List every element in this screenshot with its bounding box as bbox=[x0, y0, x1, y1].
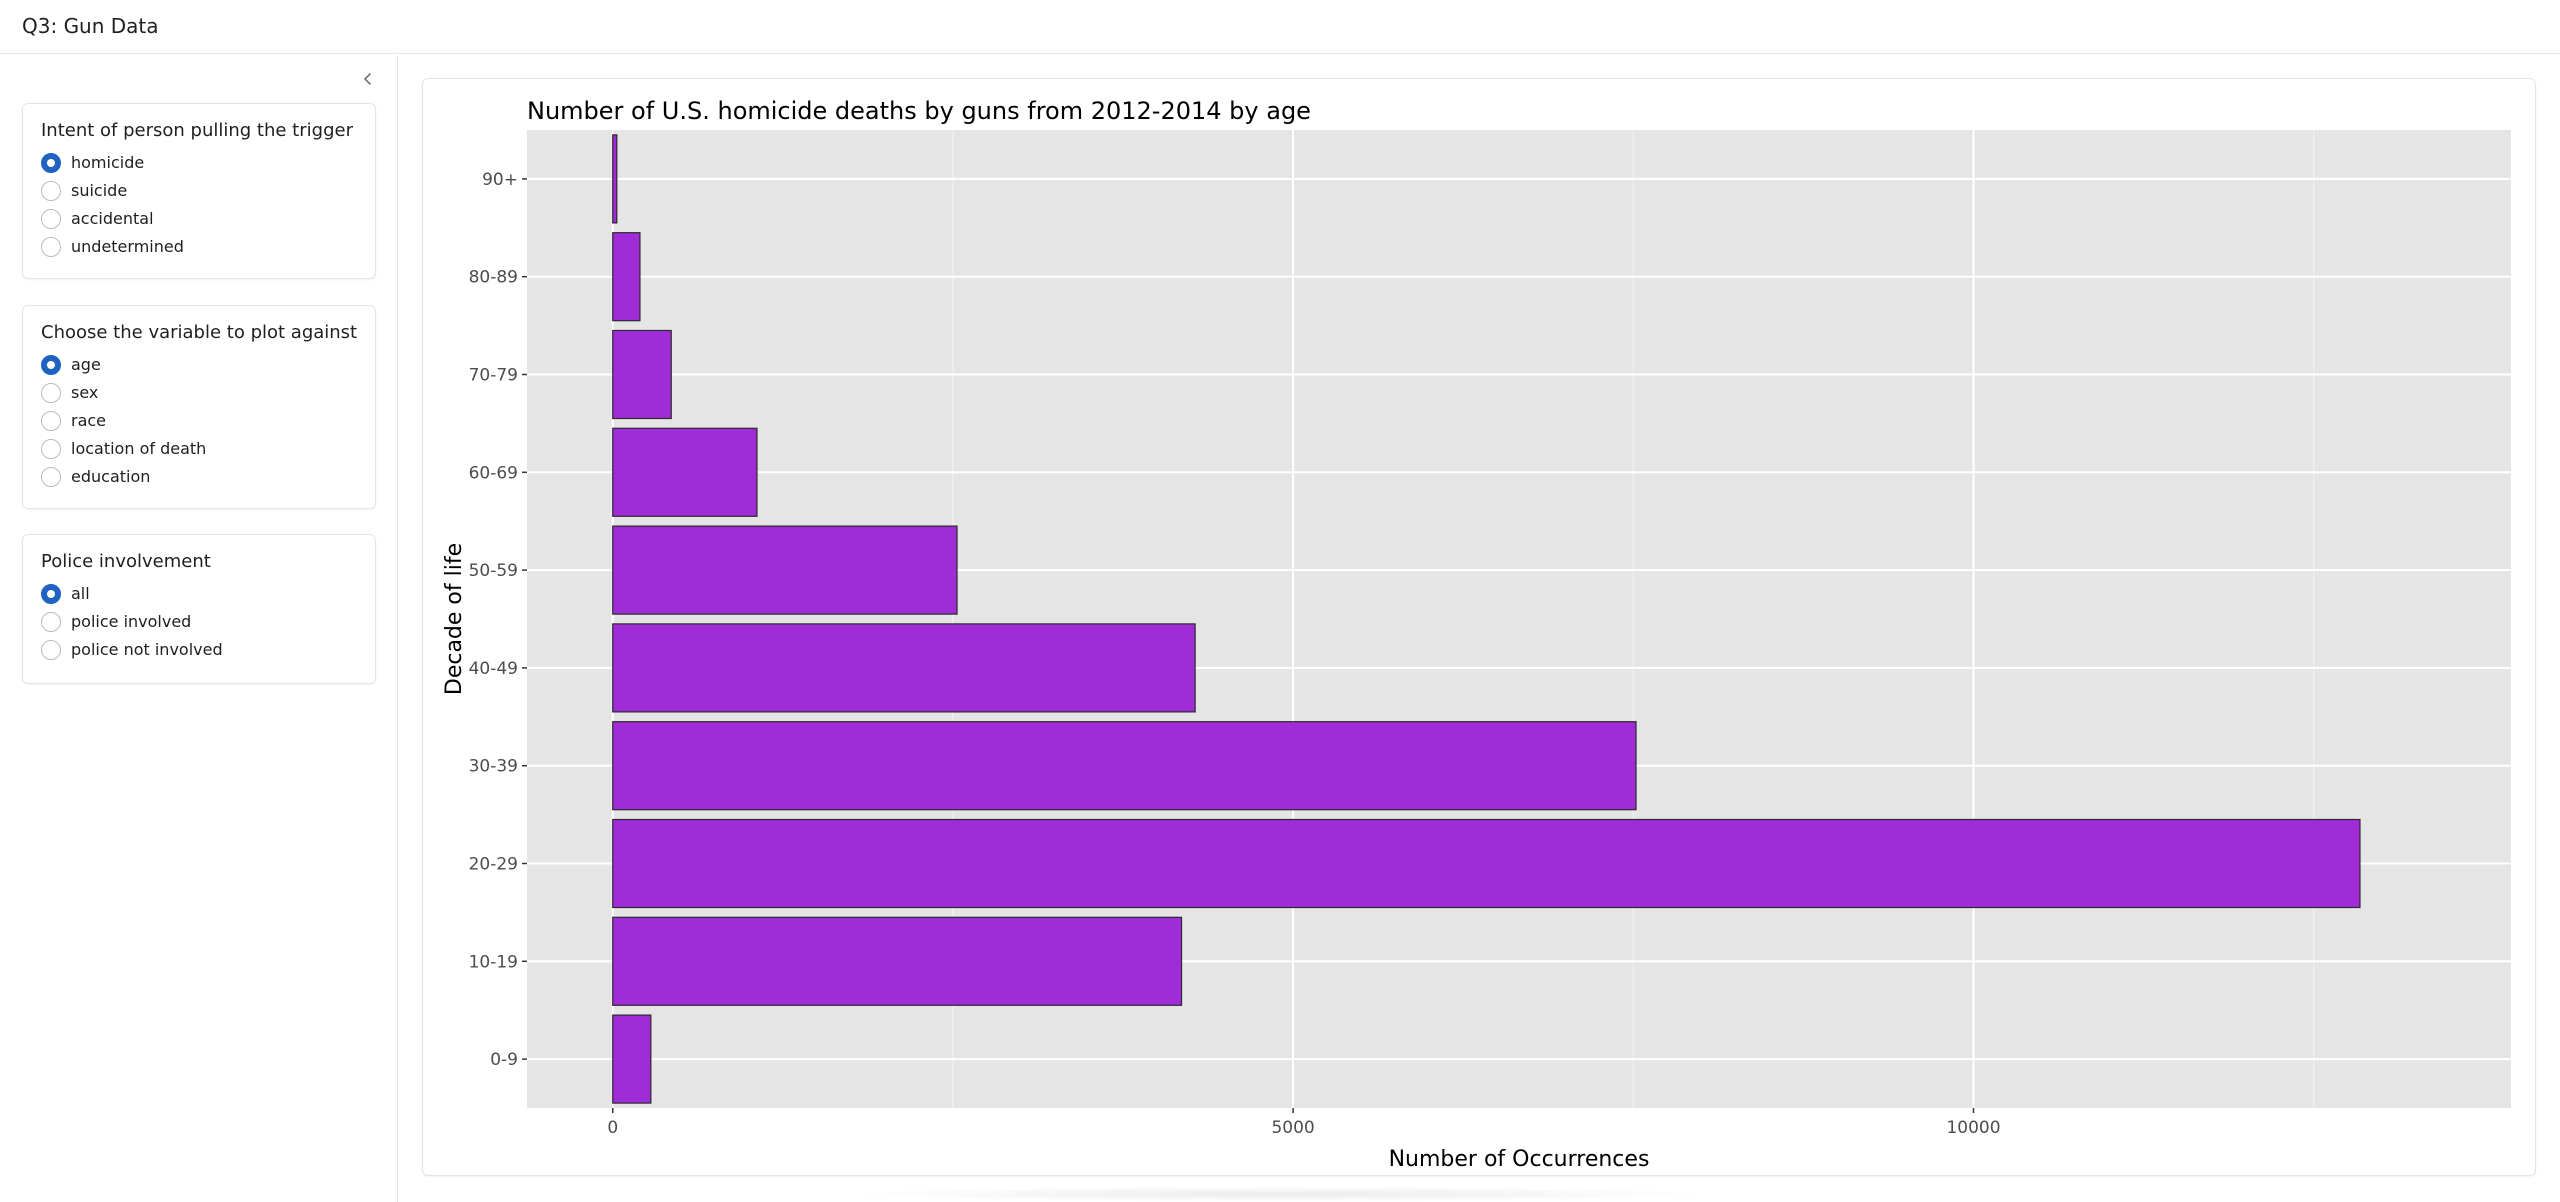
radio-label: race bbox=[71, 411, 107, 430]
sidebar: Intent of person pulling the trigger hom… bbox=[0, 55, 398, 1202]
y-tick-label: 10-19 bbox=[469, 952, 518, 972]
bar-50-59 bbox=[612, 525, 958, 615]
radio-police-not-involved[interactable]: police not involved bbox=[41, 639, 223, 661]
y-tick-label: 50-59 bbox=[469, 561, 518, 581]
radio-label: education bbox=[71, 467, 151, 486]
bar-20-29 bbox=[612, 818, 2361, 909]
y-tick-label: 80-89 bbox=[469, 268, 518, 288]
y-tick-label: 40-49 bbox=[469, 659, 518, 679]
axes: 0-9 10-19 20-29 30-39 40-49 50-59 60-69 70-79 80… bbox=[469, 170, 2001, 1138]
radio-button[interactable] bbox=[41, 209, 61, 229]
radio-variable-location-of-death[interactable]: location of death bbox=[41, 438, 206, 460]
radio-button[interactable] bbox=[41, 439, 61, 459]
bar-90+ bbox=[612, 134, 618, 224]
radio-label: undetermined bbox=[71, 237, 184, 256]
radio-label: accidental bbox=[71, 209, 154, 228]
radio-label: location of death bbox=[71, 439, 207, 458]
bar-0-9 bbox=[612, 1014, 652, 1104]
radio-label: police involved bbox=[71, 612, 192, 631]
radio-button[interactable] bbox=[41, 640, 61, 660]
radio-label: suicide bbox=[71, 181, 128, 200]
y-axis-label: Decade of life bbox=[442, 543, 467, 695]
radio-button-checked[interactable] bbox=[41, 355, 61, 375]
radio-label: all bbox=[71, 584, 90, 603]
y-tick-label: 90+ bbox=[482, 170, 518, 190]
radio-police-all[interactable]: all bbox=[41, 583, 90, 605]
app-title: Q3: Gun Data bbox=[22, 14, 159, 38]
y-tick-label: 60-69 bbox=[469, 463, 518, 483]
police-title: Police involvement bbox=[41, 551, 211, 572]
radio-button[interactable] bbox=[41, 612, 61, 632]
radio-button[interactable] bbox=[41, 181, 61, 201]
radio-button[interactable] bbox=[41, 467, 61, 487]
y-tick-label: 70-79 bbox=[469, 366, 518, 386]
variable-card: Choose the variable to plot against age … bbox=[22, 305, 376, 509]
x-tick-label: 0 bbox=[607, 1118, 618, 1138]
radio-button-checked[interactable] bbox=[41, 584, 61, 604]
radio-intent-homicide[interactable]: homicide bbox=[41, 152, 144, 174]
radio-intent-accidental[interactable]: accidental bbox=[41, 208, 154, 230]
sidebar-collapse-button[interactable] bbox=[356, 67, 380, 91]
bar-30-39 bbox=[612, 721, 1637, 811]
radio-intent-suicide[interactable]: suicide bbox=[41, 180, 127, 202]
radio-intent-undetermined[interactable]: undetermined bbox=[41, 236, 184, 258]
bar-40-49 bbox=[612, 623, 1196, 713]
y-tick-label: 20-29 bbox=[469, 855, 518, 875]
bar-60-69 bbox=[612, 427, 758, 517]
radio-police-involved[interactable]: police involved bbox=[41, 611, 191, 633]
bar-chart: Number of U.S. homicide deaths by guns f… bbox=[442, 97, 2511, 1172]
y-tick-label: 0-9 bbox=[490, 1050, 518, 1070]
y-tick-label: 30-39 bbox=[469, 757, 518, 777]
bar-80-89 bbox=[612, 232, 641, 322]
page-shadow bbox=[840, 1186, 1720, 1202]
bars bbox=[612, 134, 2361, 1104]
x-axis-label: Number of Occurrences bbox=[1389, 1147, 1650, 1172]
radio-variable-education[interactable]: education bbox=[41, 466, 150, 488]
radio-button-checked[interactable] bbox=[41, 153, 61, 173]
intent-title: Intent of person pulling the trigger bbox=[41, 120, 353, 141]
chart-title: Number of U.S. homicide deaths by guns f… bbox=[527, 97, 1311, 125]
bar-10-19 bbox=[612, 916, 1183, 1006]
radio-label: sex bbox=[71, 383, 99, 402]
radio-label: age bbox=[71, 355, 101, 374]
radio-button[interactable] bbox=[41, 411, 61, 431]
radio-variable-sex[interactable]: sex bbox=[41, 382, 98, 404]
radio-variable-age[interactable]: age bbox=[41, 354, 101, 376]
radio-variable-race[interactable]: race bbox=[41, 410, 106, 432]
bar-70-79 bbox=[612, 329, 672, 420]
x-tick-label: 5000 bbox=[1271, 1118, 1314, 1138]
police-card: Police involvement all police involved p… bbox=[22, 534, 376, 684]
radio-label: homicide bbox=[71, 153, 145, 172]
chevron-left-icon bbox=[364, 73, 371, 85]
variable-title: Choose the variable to plot against bbox=[41, 322, 358, 343]
radio-button[interactable] bbox=[41, 237, 61, 257]
radio-button[interactable] bbox=[41, 383, 61, 403]
intent-card: Intent of person pulling the trigger hom… bbox=[22, 103, 376, 279]
radio-label: police not involved bbox=[71, 640, 223, 659]
x-tick-label: 10000 bbox=[1946, 1118, 2000, 1138]
app-header: Q3: Gun Data bbox=[0, 0, 2560, 54]
plot-card: Number of U.S. homicide deaths by guns f… bbox=[422, 78, 2536, 1176]
